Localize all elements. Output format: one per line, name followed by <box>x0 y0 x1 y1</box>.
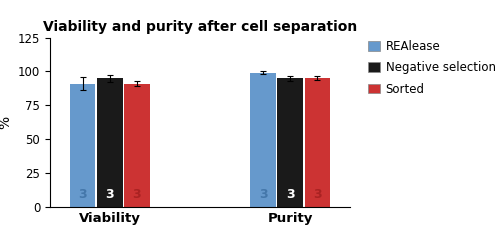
Bar <box>97 78 122 207</box>
Bar <box>70 84 96 207</box>
Bar <box>124 84 150 207</box>
Text: 3: 3 <box>106 188 114 201</box>
Y-axis label: %: % <box>0 116 12 129</box>
Text: 3: 3 <box>286 188 294 201</box>
Text: 3: 3 <box>313 188 322 201</box>
Bar <box>250 73 276 207</box>
Title: Viability and purity after cell separation: Viability and purity after cell separati… <box>43 20 357 34</box>
Text: 3: 3 <box>132 188 141 201</box>
Legend: REAlease, Negative selection, Sorted: REAlease, Negative selection, Sorted <box>368 40 496 96</box>
Text: 3: 3 <box>78 188 87 201</box>
Bar <box>278 78 303 207</box>
Text: 3: 3 <box>259 188 268 201</box>
Bar <box>304 78 330 207</box>
